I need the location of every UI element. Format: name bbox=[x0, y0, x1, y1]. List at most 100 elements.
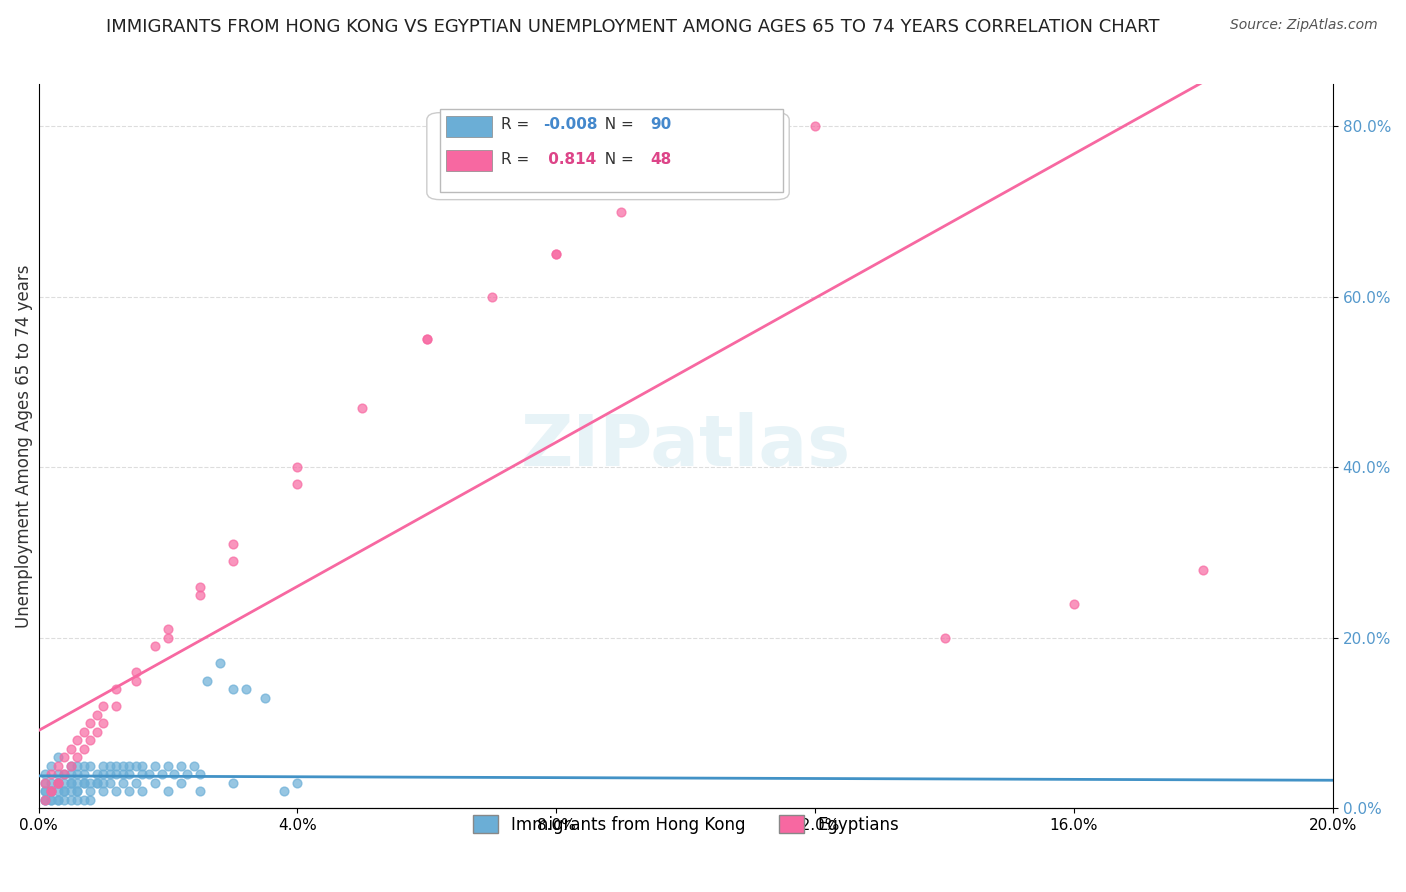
Point bbox=[143, 640, 166, 654]
Point bbox=[156, 623, 179, 637]
Point bbox=[34, 767, 56, 781]
Point bbox=[53, 767, 76, 781]
Point bbox=[66, 793, 89, 807]
Point bbox=[66, 784, 89, 798]
Point bbox=[59, 776, 82, 790]
Point bbox=[66, 767, 89, 781]
Point bbox=[91, 776, 114, 790]
Point bbox=[804, 120, 827, 134]
Point bbox=[79, 733, 101, 747]
Point bbox=[86, 724, 108, 739]
Point bbox=[188, 580, 211, 594]
Bar bbox=[440, 109, 783, 193]
Point bbox=[170, 759, 193, 773]
Point bbox=[41, 793, 63, 807]
Text: Source: ZipAtlas.com: Source: ZipAtlas.com bbox=[1230, 18, 1378, 32]
Point bbox=[79, 759, 101, 773]
Point bbox=[66, 733, 89, 747]
Point bbox=[111, 759, 134, 773]
Point bbox=[91, 716, 114, 731]
Point bbox=[66, 784, 89, 798]
Point bbox=[46, 793, 69, 807]
Point bbox=[675, 161, 697, 176]
Point bbox=[183, 759, 205, 773]
Point bbox=[53, 793, 76, 807]
Point bbox=[675, 161, 697, 176]
Point bbox=[41, 759, 63, 773]
Point bbox=[73, 767, 96, 781]
Point bbox=[34, 776, 56, 790]
Point bbox=[188, 784, 211, 798]
Point bbox=[46, 767, 69, 781]
Point bbox=[91, 784, 114, 798]
Point bbox=[105, 699, 128, 714]
Text: N =: N = bbox=[595, 118, 638, 133]
Bar bbox=[446, 116, 492, 136]
Point bbox=[79, 793, 101, 807]
Point bbox=[352, 401, 374, 415]
Point bbox=[41, 767, 63, 781]
Point bbox=[416, 333, 439, 347]
Point bbox=[235, 682, 257, 697]
Point bbox=[41, 793, 63, 807]
Text: N =: N = bbox=[595, 152, 638, 167]
Point bbox=[118, 784, 141, 798]
Point bbox=[66, 776, 89, 790]
Point bbox=[46, 793, 69, 807]
Point bbox=[53, 784, 76, 798]
Point bbox=[150, 767, 173, 781]
Point bbox=[46, 776, 69, 790]
Point bbox=[1063, 597, 1085, 611]
Point bbox=[53, 767, 76, 781]
Point bbox=[98, 776, 121, 790]
Point bbox=[34, 776, 56, 790]
Point bbox=[287, 477, 309, 491]
Point bbox=[86, 707, 108, 722]
Point bbox=[156, 759, 179, 773]
Point bbox=[59, 793, 82, 807]
Point bbox=[46, 784, 69, 798]
Point bbox=[105, 682, 128, 697]
Point bbox=[53, 776, 76, 790]
Text: R =: R = bbox=[501, 118, 534, 133]
Point bbox=[79, 784, 101, 798]
Point bbox=[221, 537, 243, 551]
Point bbox=[53, 784, 76, 798]
Text: ZIPatlas: ZIPatlas bbox=[520, 411, 851, 481]
Point bbox=[131, 767, 153, 781]
Point bbox=[91, 699, 114, 714]
Point bbox=[73, 741, 96, 756]
Point bbox=[287, 460, 309, 475]
Point bbox=[46, 776, 69, 790]
Point bbox=[124, 665, 146, 679]
Point bbox=[86, 767, 108, 781]
Point bbox=[91, 759, 114, 773]
Point bbox=[59, 759, 82, 773]
Point bbox=[188, 767, 211, 781]
Point bbox=[416, 333, 439, 347]
Y-axis label: Unemployment Among Ages 65 to 74 years: Unemployment Among Ages 65 to 74 years bbox=[15, 264, 32, 628]
Point bbox=[41, 776, 63, 790]
Point bbox=[221, 682, 243, 697]
Point bbox=[118, 767, 141, 781]
Text: -0.008: -0.008 bbox=[543, 118, 598, 133]
Point bbox=[138, 767, 160, 781]
Point bbox=[163, 767, 186, 781]
Point bbox=[59, 784, 82, 798]
Point bbox=[41, 784, 63, 798]
Point bbox=[79, 716, 101, 731]
Text: 0.814: 0.814 bbox=[543, 152, 596, 167]
Point bbox=[73, 759, 96, 773]
Point bbox=[105, 759, 128, 773]
FancyBboxPatch shape bbox=[427, 112, 789, 200]
Point bbox=[46, 750, 69, 764]
Text: 90: 90 bbox=[651, 118, 672, 133]
Point bbox=[111, 776, 134, 790]
Point bbox=[1192, 563, 1215, 577]
Point bbox=[111, 767, 134, 781]
Point bbox=[59, 767, 82, 781]
Point bbox=[86, 776, 108, 790]
Point bbox=[66, 750, 89, 764]
Point bbox=[73, 793, 96, 807]
Point bbox=[208, 657, 231, 671]
